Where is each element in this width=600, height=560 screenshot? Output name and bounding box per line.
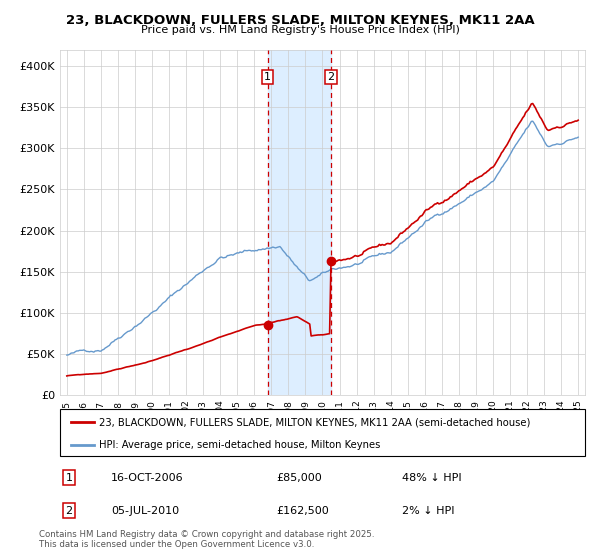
Text: Contains HM Land Registry data © Crown copyright and database right 2025.: Contains HM Land Registry data © Crown c… [39,530,374,539]
Text: Price paid vs. HM Land Registry's House Price Index (HPI): Price paid vs. HM Land Registry's House … [140,25,460,35]
Text: 2: 2 [65,506,73,516]
Text: 23, BLACKDOWN, FULLERS SLADE, MILTON KEYNES, MK11 2AA: 23, BLACKDOWN, FULLERS SLADE, MILTON KEY… [65,14,535,27]
Text: 16-OCT-2006: 16-OCT-2006 [111,473,184,483]
Text: £85,000: £85,000 [276,473,322,483]
Text: This data is licensed under the Open Government Licence v3.0.: This data is licensed under the Open Gov… [39,540,314,549]
Text: 2% ↓ HPI: 2% ↓ HPI [402,506,455,516]
Text: 1: 1 [264,72,271,82]
Text: 1: 1 [65,473,73,483]
Text: 05-JUL-2010: 05-JUL-2010 [111,506,179,516]
Text: 2: 2 [328,72,335,82]
Bar [268,50,331,395]
Text: 23, BLACKDOWN, FULLERS SLADE, MILTON KEYNES, MK11 2AA (semi-detached house): 23, BLACKDOWN, FULLERS SLADE, MILTON KEY… [100,417,531,427]
FancyBboxPatch shape [60,409,585,456]
Text: HPI: Average price, semi-detached house, Milton Keynes: HPI: Average price, semi-detached house,… [100,440,381,450]
Text: £162,500: £162,500 [276,506,329,516]
Text: 48% ↓ HPI: 48% ↓ HPI [402,473,461,483]
